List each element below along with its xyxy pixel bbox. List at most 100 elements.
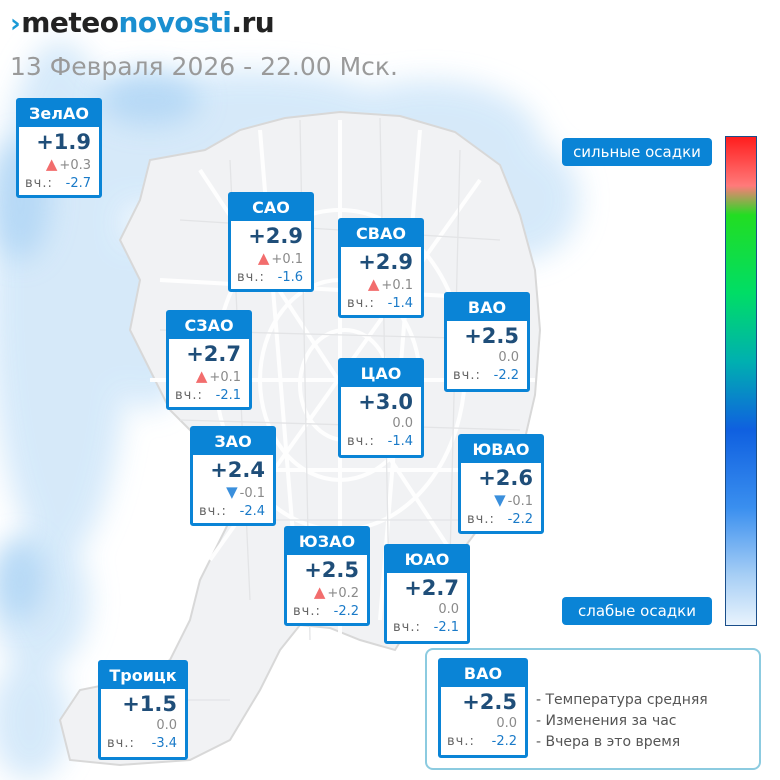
yesterday-value: -1.4 (387, 434, 413, 449)
temperature-value: +3.0 (358, 390, 413, 414)
temperature-value: +2.7 (404, 576, 459, 600)
yesterday-row: вч.: -2.1 (387, 619, 467, 637)
change-value: +0.1 (209, 370, 241, 385)
arrow-down-icon: ▼ (226, 483, 238, 501)
arrow-up-icon: ▲ (195, 367, 208, 385)
hourly-change: 0.0 (341, 415, 421, 433)
yesterday-label: вч.: (199, 504, 227, 519)
change-value: 0.0 (498, 350, 519, 365)
district-card-szao[interactable]: СЗАО +2.7 ▲ +0.1 вч.: -2.1 (166, 310, 252, 410)
change-value: +0.1 (271, 252, 303, 267)
precipitation-overlay-dense (0, 75, 200, 620)
yesterday-label: вч.: (107, 736, 135, 751)
change-value: 0.0 (392, 416, 413, 431)
hourly-change: ▲ +0.3 (19, 155, 99, 175)
yesterday-value: -2.2 (333, 604, 359, 619)
district-card-vao[interactable]: ВАО +2.5 0.0 вч.: -2.2 (444, 292, 530, 392)
arrow-up-icon: ▲ (313, 583, 326, 601)
yesterday-label: вч.: (347, 434, 375, 449)
site-logo[interactable]: ›meteonovosti.ru (10, 6, 275, 39)
arrow-up-icon: ▲ (257, 249, 270, 267)
arrow-up-icon: ▲ (45, 155, 58, 173)
legend-sample-card: ВАО +2.5 0.0 вч.: -2.2 (438, 658, 528, 758)
yesterday-value: -2.1 (215, 388, 241, 403)
district-name: ЗАО (193, 429, 273, 455)
yesterday-label: вч.: (393, 620, 421, 635)
precip-low-label: слабые осадки (562, 597, 712, 625)
yesterday-row: вч.: -1.4 (341, 295, 421, 313)
yesterday-label: вч.: (453, 368, 481, 383)
yesterday-row: вч.: -2.2 (447, 367, 527, 385)
district-name: СВАО (341, 221, 421, 247)
yesterday-value: -2.2 (507, 512, 533, 527)
legend-descriptions: - Температура средняя - Изменения за час… (536, 690, 708, 753)
hourly-change: 0.0 (441, 715, 525, 733)
yesterday-label: вч.: (447, 734, 475, 749)
yesterday-value: -2.1 (433, 620, 459, 635)
district-name: ЦАО (341, 361, 421, 387)
yesterday-row: вч.: -2.4 (193, 503, 273, 521)
yesterday-label: вч.: (467, 512, 495, 527)
district-name: ВАО (441, 661, 525, 687)
temperature-value: +2.6 (478, 466, 533, 490)
temperature-value: +1.9 (36, 130, 91, 154)
logo-text-domain: .ru (231, 6, 275, 39)
district-name: ЮЗАО (287, 529, 367, 555)
temperature-value: +2.5 (304, 558, 359, 582)
page-subtitle: 13 Февраля 2026 - 22.00 Мск. (10, 52, 398, 81)
yesterday-value: -2.4 (239, 504, 265, 519)
district-name: ЮАО (387, 547, 467, 573)
yesterday-value: -2.7 (65, 176, 91, 191)
district-name: Троицк (101, 663, 185, 689)
yesterday-row: вч.: -2.2 (287, 603, 367, 621)
change-value: +0.1 (381, 278, 413, 293)
hourly-change: 0.0 (447, 349, 527, 367)
arrow-down-icon: ▼ (494, 491, 506, 509)
yesterday-row: вч.: -2.1 (169, 387, 249, 405)
precip-color-scale (725, 136, 757, 626)
district-card-cao[interactable]: ЦАО +3.0 0.0 вч.: -1.4 (338, 358, 424, 458)
change-value: 0.0 (496, 716, 517, 731)
yesterday-label: вч.: (293, 604, 321, 619)
district-card-troitsk[interactable]: Троицк +1.5 0.0 вч.: -3.4 (98, 660, 188, 760)
district-name: ВАО (447, 295, 527, 321)
district-card-sao[interactable]: САО +2.9 ▲ +0.1 вч.: -1.6 (228, 192, 314, 292)
logo-text-novosti: novosti (118, 6, 232, 39)
legend-line-change: - Изменения за час (536, 713, 677, 729)
temperature-value: +2.5 (462, 690, 517, 714)
yesterday-row: вч.: -1.6 (231, 269, 311, 287)
district-card-yuao[interactable]: ЮАО +2.7 0.0 вч.: -2.1 (384, 544, 470, 644)
yesterday-label: вч.: (347, 296, 375, 311)
yesterday-row: вч.: -2.2 (461, 511, 541, 529)
district-card-zelao[interactable]: ЗелАО +1.9 ▲ +0.3 вч.: -2.7 (16, 98, 102, 198)
yesterday-value: -3.4 (151, 736, 177, 751)
district-name: СЗАО (169, 313, 249, 339)
yesterday-row: вч.: -1.4 (341, 433, 421, 451)
yesterday-label: вч.: (25, 176, 53, 191)
change-value: -0.1 (239, 486, 265, 501)
temperature-value: +2.4 (210, 458, 265, 482)
temperature-value: +2.7 (186, 342, 241, 366)
temperature-value: +2.5 (464, 324, 519, 348)
district-card-svao[interactable]: СВАО +2.9 ▲ +0.1 вч.: -1.4 (338, 218, 424, 318)
district-card-yuzao[interactable]: ЮЗАО +2.5 ▲ +0.2 вч.: -2.2 (284, 526, 370, 626)
yesterday-value: -1.6 (277, 270, 303, 285)
precip-high-label: сильные осадки (562, 138, 712, 166)
yesterday-row: вч.: -2.2 (441, 733, 525, 751)
change-value: -0.1 (507, 494, 533, 509)
change-value: +0.3 (59, 158, 91, 173)
district-card-zao[interactable]: ЗАО +2.4 ▼ -0.1 вч.: -2.4 (190, 426, 276, 526)
hourly-change: ▼ -0.1 (193, 483, 273, 503)
hourly-change: ▲ +0.1 (341, 275, 421, 295)
hourly-change: 0.0 (387, 601, 467, 619)
district-name: ЮВАО (461, 437, 541, 463)
legend-line-yesterday: - Вчера в это время (536, 734, 681, 750)
yesterday-label: вч.: (175, 388, 203, 403)
hourly-change: ▲ +0.1 (231, 249, 311, 269)
change-value: 0.0 (156, 718, 177, 733)
district-card-yuvao[interactable]: ЮВАО +2.6 ▼ -0.1 вч.: -2.2 (458, 434, 544, 534)
temperature-value: +2.9 (248, 224, 303, 248)
hourly-change: ▲ +0.1 (169, 367, 249, 387)
yesterday-label: вч.: (237, 270, 265, 285)
hourly-change: ▼ -0.1 (461, 491, 541, 511)
